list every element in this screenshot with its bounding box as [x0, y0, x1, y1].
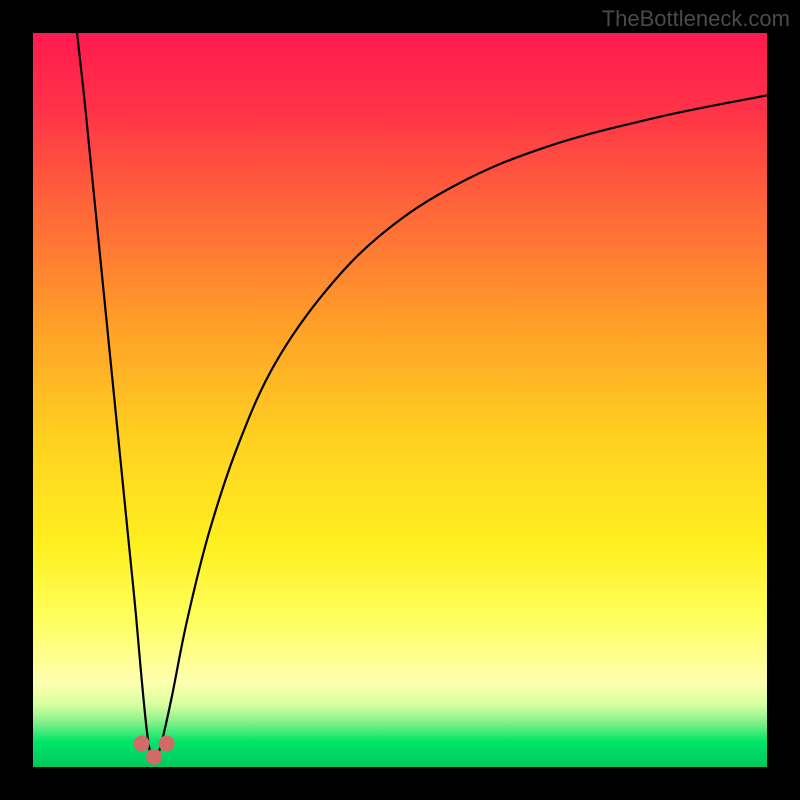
bottleneck-curve	[77, 33, 767, 763]
curve-min-markers	[134, 736, 175, 765]
plot-area	[33, 33, 767, 767]
curve-layer	[33, 33, 767, 767]
marker-dot	[146, 749, 162, 765]
watermark-text: TheBottleneck.com	[602, 6, 790, 32]
marker-dot	[134, 736, 150, 752]
chart-frame: TheBottleneck.com	[0, 0, 800, 800]
marker-dot	[159, 736, 175, 752]
